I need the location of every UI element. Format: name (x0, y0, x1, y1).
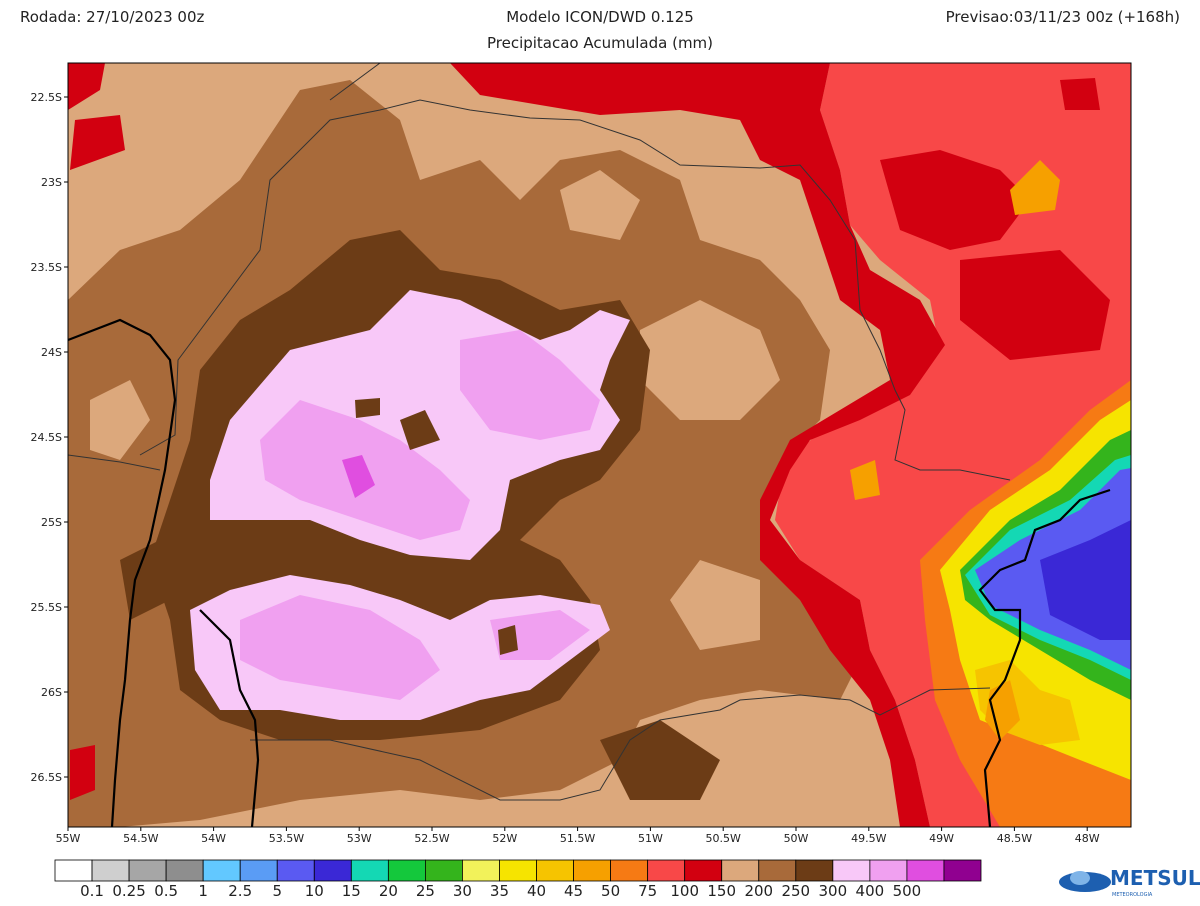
precip-map (68, 63, 1131, 827)
lat-label: 25.5S (31, 601, 62, 614)
lon-label: 49W (929, 832, 954, 845)
colorbar-label: 1 (198, 882, 208, 900)
colorbar-box (313, 859, 352, 882)
map-frame (67, 62, 1132, 828)
colorbar-label: 25 (416, 882, 435, 900)
logo-tagline: METEOROLOGIA (1112, 892, 1153, 898)
colorbar-box (610, 859, 649, 882)
colorbar-box (684, 859, 723, 882)
run-date: Rodada: 27/10/2023 00z (20, 8, 204, 26)
colorbar-box (387, 859, 426, 882)
colorbar-label: 40 (527, 882, 546, 900)
colorbar-box (276, 859, 315, 882)
lon-label: 54W (201, 832, 226, 845)
colorbar-box (499, 859, 537, 882)
colorbar-box (536, 859, 574, 882)
logo: METSUL METEOROLOGIA (1059, 866, 1200, 898)
colorbar-box (869, 859, 908, 882)
colorbar-label: 0.1 (80, 882, 104, 900)
colorbar-label: 75 (638, 882, 657, 900)
lon-label: 48.5W (997, 832, 1032, 845)
lon-label: 53W (347, 832, 372, 845)
lat-label: 25S (41, 516, 62, 529)
colorbar-label: 250 (781, 882, 810, 900)
lon-label: 49.5W (851, 832, 886, 845)
colorbar-label: 100 (670, 882, 699, 900)
colorbar-box (943, 859, 982, 882)
colorbar-label: 30 (453, 882, 472, 900)
colorbar-label: 15 (342, 882, 361, 900)
colorbar-label: 150 (707, 882, 736, 900)
colorbar-label: 35 (490, 882, 509, 900)
colorbar-box (54, 859, 93, 882)
colorbar-label: 400 (856, 882, 885, 900)
lon-label: 50W (784, 832, 809, 845)
logo-name: METSUL (1110, 866, 1200, 890)
forecast-date: Previsao:03/11/23 00z (+168h) (946, 8, 1180, 26)
lat-label: 24S (41, 346, 62, 359)
colorbar-box (832, 859, 871, 882)
lon-label: 52.5W (414, 832, 449, 845)
colorbar-label: 0.5 (154, 882, 178, 900)
lon-label: 51.5W (560, 832, 595, 845)
lat-label: 26.5S (31, 771, 62, 784)
lat-label: 26S (41, 686, 62, 699)
colorbar-label: 5 (272, 882, 282, 900)
model-title: Modelo ICON/DWD 0.125 (506, 8, 694, 26)
lon-label: 53.5W (269, 832, 304, 845)
lon-label: 54.5W (123, 832, 158, 845)
subtitle: Precipitacao Acumulada (mm) (487, 34, 713, 52)
colorbar-box (721, 859, 760, 882)
colorbar-label: 50 (601, 882, 620, 900)
colorbar-label: 20 (379, 882, 398, 900)
colorbar-label: 300 (819, 882, 848, 900)
lon-label: 51W (638, 832, 663, 845)
lat-label: 24.5S (31, 431, 62, 444)
colorbar-box (128, 859, 167, 882)
colorbar-box (350, 859, 389, 882)
colorbar-box (462, 859, 500, 882)
colorbar-label: 10 (305, 882, 324, 900)
colorbar-label: 500 (893, 882, 922, 900)
lat-label: 23S (41, 176, 62, 189)
colorbar-box (795, 859, 834, 882)
colorbar-box (424, 859, 463, 882)
colorbar-label: 200 (744, 882, 773, 900)
lat-label: 23.5S (31, 261, 62, 274)
colorbar-box (906, 859, 945, 882)
colorbar-box (165, 859, 204, 882)
colorbar-box (573, 859, 611, 882)
lon-label: 55W (56, 832, 81, 845)
colorbar-label: 0.25 (112, 882, 145, 900)
colorbar-box (647, 859, 686, 882)
lon-label: 50.5W (706, 832, 741, 845)
lon-label: 52W (492, 832, 517, 845)
colorbar-box (239, 859, 278, 882)
colorbar-box (91, 859, 130, 882)
colorbar-label: 45 (564, 882, 583, 900)
colorbar-box (202, 859, 241, 882)
colorbar-label: 2.5 (228, 882, 252, 900)
lat-label: 22.5S (31, 91, 62, 104)
lon-label: 48W (1075, 832, 1100, 845)
colorbar-box (758, 859, 797, 882)
